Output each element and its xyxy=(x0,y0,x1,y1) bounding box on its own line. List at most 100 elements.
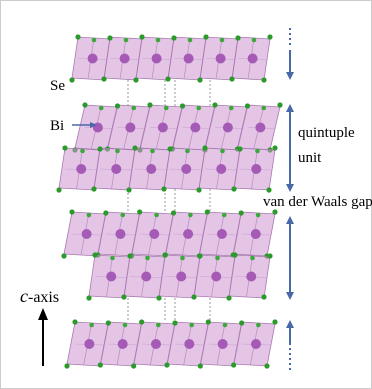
se-atom xyxy=(172,320,177,325)
se-atom xyxy=(189,323,194,328)
se-atom xyxy=(231,186,236,191)
bi-atom xyxy=(223,123,233,133)
bi-atom xyxy=(84,339,94,349)
bi-atom xyxy=(118,339,128,349)
se-atom xyxy=(267,253,272,258)
se-atom xyxy=(72,319,77,324)
se-atom xyxy=(120,213,125,218)
se-atom xyxy=(202,145,207,150)
se-atom xyxy=(150,149,155,154)
se-atom xyxy=(98,362,103,367)
bi-atom xyxy=(190,123,200,133)
axis-label: c-axis xyxy=(20,286,59,306)
se-atom xyxy=(205,209,210,214)
se-atom xyxy=(232,252,237,257)
se-atom xyxy=(264,363,269,368)
se-atom xyxy=(126,187,131,192)
se-atom xyxy=(80,149,85,154)
se-atom xyxy=(145,256,150,261)
se-atom xyxy=(180,103,185,108)
bi-atom xyxy=(111,164,121,174)
se-atom xyxy=(196,187,201,192)
bi-atom xyxy=(146,164,156,174)
bi-atom xyxy=(115,229,125,239)
bi-atom xyxy=(184,54,194,64)
se-atom xyxy=(110,256,115,261)
se-atom xyxy=(64,363,69,368)
se-atom xyxy=(220,38,225,43)
bi-atom xyxy=(251,164,261,174)
se-atom xyxy=(239,320,244,325)
se-atom xyxy=(277,102,282,107)
bi-atom xyxy=(218,339,228,349)
se-atom xyxy=(188,213,193,218)
bi-atom xyxy=(181,164,191,174)
se-atom xyxy=(252,38,257,43)
axis-italic: c xyxy=(20,286,28,306)
se-atom xyxy=(107,35,112,40)
axis-rest: -axis xyxy=(28,289,59,306)
se-atom xyxy=(245,103,250,108)
se-atom xyxy=(220,149,225,154)
bi-atom xyxy=(82,229,92,239)
se-atom xyxy=(92,38,97,43)
se-atom xyxy=(266,187,271,192)
se-atom xyxy=(164,106,169,111)
bi-atom xyxy=(184,339,194,349)
se-atom xyxy=(191,294,196,299)
unit-label: unit xyxy=(298,150,322,166)
se-atom xyxy=(226,295,231,300)
bi-atom xyxy=(217,229,227,239)
se-atom xyxy=(250,256,255,261)
se-atom xyxy=(256,323,261,328)
se-atom xyxy=(197,77,202,82)
se-atom xyxy=(156,323,161,328)
se-atom xyxy=(131,363,136,368)
se-atom xyxy=(272,145,277,150)
se-atom xyxy=(106,320,111,325)
bi-atom xyxy=(141,272,151,282)
se-atom xyxy=(56,187,61,192)
se-atom xyxy=(115,103,120,108)
se-atom xyxy=(196,106,201,111)
se-label: Se xyxy=(50,78,65,94)
se-atom xyxy=(97,146,102,151)
se-atom xyxy=(86,295,91,300)
se-atom xyxy=(137,209,142,214)
se-atom xyxy=(198,363,203,368)
bi-atom xyxy=(120,54,130,64)
bi-atom xyxy=(106,272,116,282)
se-atom xyxy=(91,186,96,191)
bi-atom xyxy=(158,123,168,133)
se-atom xyxy=(147,102,152,107)
se-atom xyxy=(222,213,227,218)
se-atom xyxy=(171,35,176,40)
se-atom xyxy=(203,34,208,39)
se-atom xyxy=(61,253,66,258)
se-atom xyxy=(139,34,144,39)
se-atom xyxy=(239,210,244,215)
se-atom xyxy=(132,145,137,150)
bi-atom xyxy=(88,54,98,64)
bi-label: Bi xyxy=(50,118,64,134)
se-atom xyxy=(237,146,242,151)
se-atom xyxy=(197,253,202,258)
se-atom xyxy=(261,294,266,299)
vdw-gap-label: van der Waals gap xyxy=(263,194,372,210)
bi-atom xyxy=(216,164,226,174)
se-atom xyxy=(154,213,159,218)
se-atom xyxy=(261,77,266,82)
se-atom xyxy=(69,209,74,214)
se-atom xyxy=(261,106,266,111)
se-atom xyxy=(133,77,138,82)
se-atom xyxy=(167,146,172,151)
bi-atom xyxy=(216,54,226,64)
se-atom xyxy=(231,362,236,367)
bi-atom xyxy=(125,123,135,133)
se-atom xyxy=(188,38,193,43)
se-atom xyxy=(156,38,161,43)
se-atom xyxy=(162,252,167,257)
se-atom xyxy=(164,362,169,367)
bi-atom xyxy=(183,229,193,239)
se-atom xyxy=(131,106,136,111)
